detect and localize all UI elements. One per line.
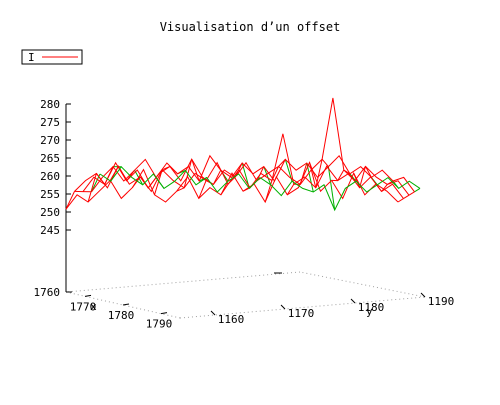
x-tick-mark: [85, 295, 91, 296]
surfaces: [66, 98, 420, 210]
y-axis-label: y: [366, 305, 373, 318]
y-tick-mark: [351, 299, 355, 303]
z-tick-label: 275: [40, 116, 60, 129]
z-base-tick-label: 1760: [34, 286, 61, 299]
mesh-line: [322, 159, 328, 166]
z-tick-label: 280: [40, 98, 60, 111]
mesh-line: [199, 181, 206, 199]
z-tick-label: 265: [40, 152, 60, 165]
legend-label: I: [28, 51, 35, 64]
surface-row-1: [66, 162, 398, 209]
y-tick-label: 1160: [218, 313, 245, 326]
z-tick-label: 245: [40, 224, 60, 237]
mesh-line: [415, 188, 421, 191]
x-tick-mark: [123, 304, 129, 305]
z-tick-label: 270: [40, 134, 60, 147]
y-tick-mark: [421, 293, 425, 297]
x-tick-mark: [161, 313, 167, 314]
x-tick-label: 1780: [108, 309, 135, 322]
z-tick-label: 255: [40, 188, 60, 201]
legend: I: [22, 50, 82, 64]
z-tick-label: 250: [40, 206, 60, 219]
y-tick-mark: [281, 305, 285, 309]
y-tick-label: 1190: [428, 295, 455, 308]
y-tick-label: 1170: [288, 307, 315, 320]
chart-title: Visualisation d’un offset: [160, 20, 341, 34]
base-edge-back: [300, 272, 425, 297]
mesh-line: [404, 195, 410, 198]
x-axis-label: x: [90, 300, 97, 313]
y-tick-mark: [211, 311, 215, 315]
x-tick-label: 1790: [146, 318, 173, 331]
z-axis: 245 250 255 260 265 270 275 280 1760: [34, 98, 73, 299]
z-tick-label: 260: [40, 170, 60, 183]
base-edge-left: [66, 272, 300, 292]
mesh-line: [409, 192, 415, 195]
mesh-line: [398, 199, 404, 202]
surface-row-2: [75, 134, 404, 199]
